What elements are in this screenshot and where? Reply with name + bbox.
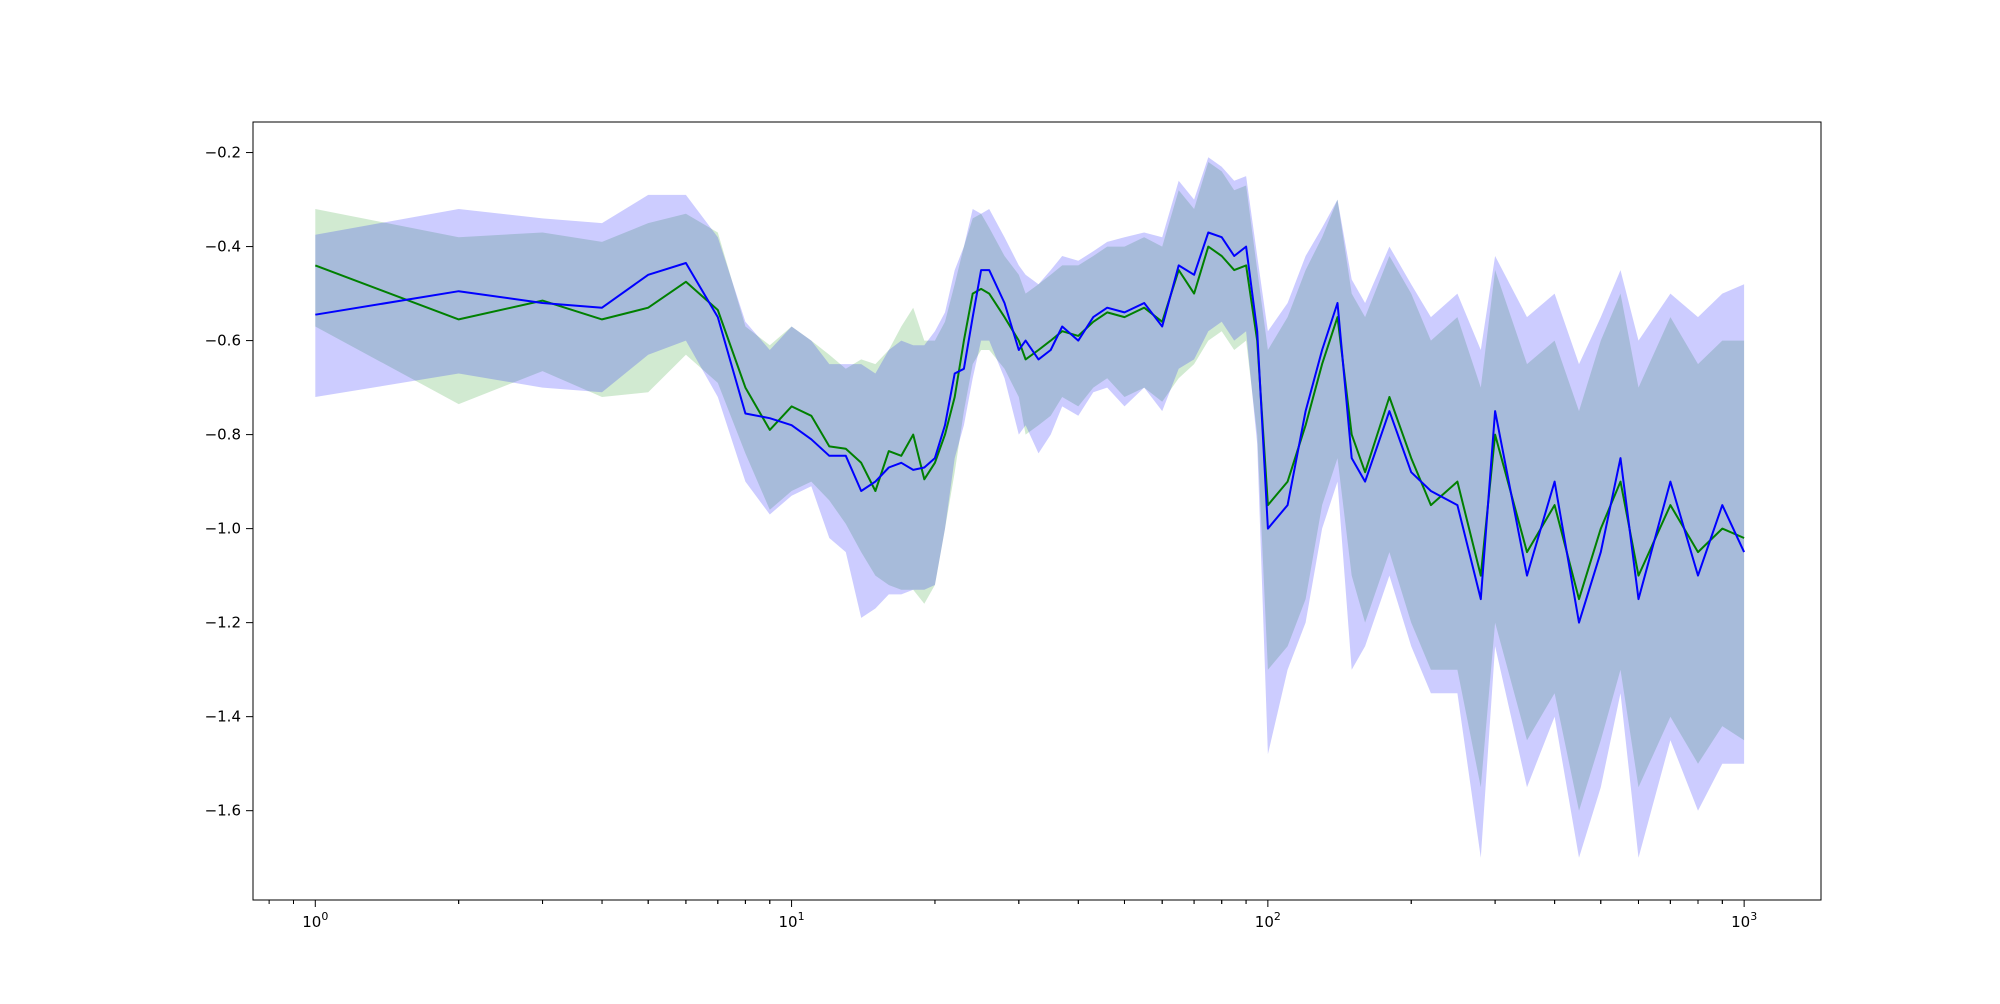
x-tick-label: 100 <box>302 910 328 931</box>
y-tick-label: −0.8 <box>205 426 241 444</box>
series-2-band <box>315 157 1745 858</box>
series-lines <box>314 231 1746 624</box>
y-axis: −0.2 −0.4 −0.6 −0.8 −1.0 −1.2 −1.4 −1.6 <box>205 144 253 820</box>
x-tick-label: 103 <box>1731 910 1757 931</box>
y-tick-label: −1.0 <box>205 520 241 538</box>
series-1-band <box>315 162 1745 811</box>
y-tick-label: −0.2 <box>205 144 241 162</box>
confidence-bands <box>315 157 1745 858</box>
series-1-line <box>314 245 1745 601</box>
plot-area-frame <box>252 121 1822 901</box>
x-axis: 100 101 102 103 <box>268 900 1757 931</box>
y-tick-label: −1.4 <box>205 708 241 726</box>
y-tick-label: −0.6 <box>205 332 241 350</box>
x-tick-label: 101 <box>779 910 805 931</box>
y-tick-label: −1.6 <box>205 802 241 820</box>
y-tick-label: −0.4 <box>205 238 241 256</box>
x-tick-label: 102 <box>1255 910 1281 931</box>
series-2-line <box>315 231 1746 624</box>
y-tick-label: −1.2 <box>205 614 241 632</box>
